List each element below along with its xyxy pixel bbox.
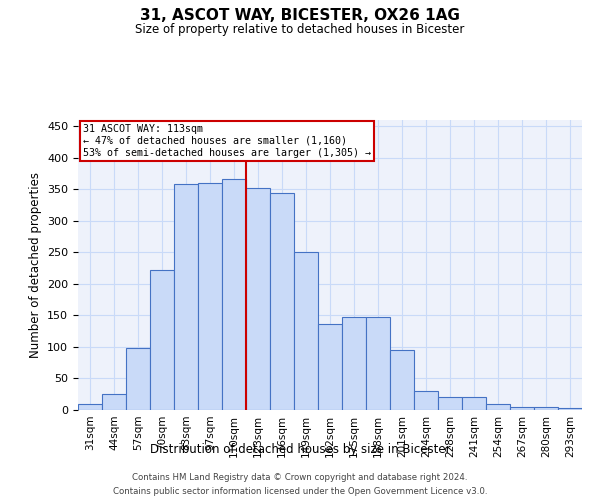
Text: 31 ASCOT WAY: 113sqm
← 47% of detached houses are smaller (1,160)
53% of semi-de: 31 ASCOT WAY: 113sqm ← 47% of detached h… bbox=[83, 124, 371, 158]
Bar bbox=[510, 408, 534, 410]
Bar bbox=[462, 398, 486, 410]
Bar bbox=[366, 316, 390, 410]
Bar bbox=[438, 398, 462, 410]
Text: 31, ASCOT WAY, BICESTER, OX26 1AG: 31, ASCOT WAY, BICESTER, OX26 1AG bbox=[140, 8, 460, 22]
Bar bbox=[198, 183, 222, 410]
Bar bbox=[246, 188, 270, 410]
Bar bbox=[534, 408, 558, 410]
Bar bbox=[126, 348, 150, 410]
Bar bbox=[414, 391, 438, 410]
Bar bbox=[78, 404, 102, 410]
Bar bbox=[342, 316, 366, 410]
Bar bbox=[150, 270, 174, 410]
Bar bbox=[294, 252, 318, 410]
Bar bbox=[270, 192, 294, 410]
Y-axis label: Number of detached properties: Number of detached properties bbox=[29, 172, 41, 358]
Text: Size of property relative to detached houses in Bicester: Size of property relative to detached ho… bbox=[136, 22, 464, 36]
Text: Contains public sector information licensed under the Open Government Licence v3: Contains public sector information licen… bbox=[113, 488, 487, 496]
Text: Contains HM Land Registry data © Crown copyright and database right 2024.: Contains HM Land Registry data © Crown c… bbox=[132, 472, 468, 482]
Bar bbox=[558, 408, 582, 410]
Bar bbox=[486, 404, 510, 410]
Bar bbox=[318, 324, 342, 410]
Bar bbox=[102, 394, 126, 410]
Bar bbox=[222, 178, 246, 410]
Bar bbox=[174, 184, 198, 410]
Bar bbox=[390, 350, 414, 410]
Text: Distribution of detached houses by size in Bicester: Distribution of detached houses by size … bbox=[149, 442, 451, 456]
